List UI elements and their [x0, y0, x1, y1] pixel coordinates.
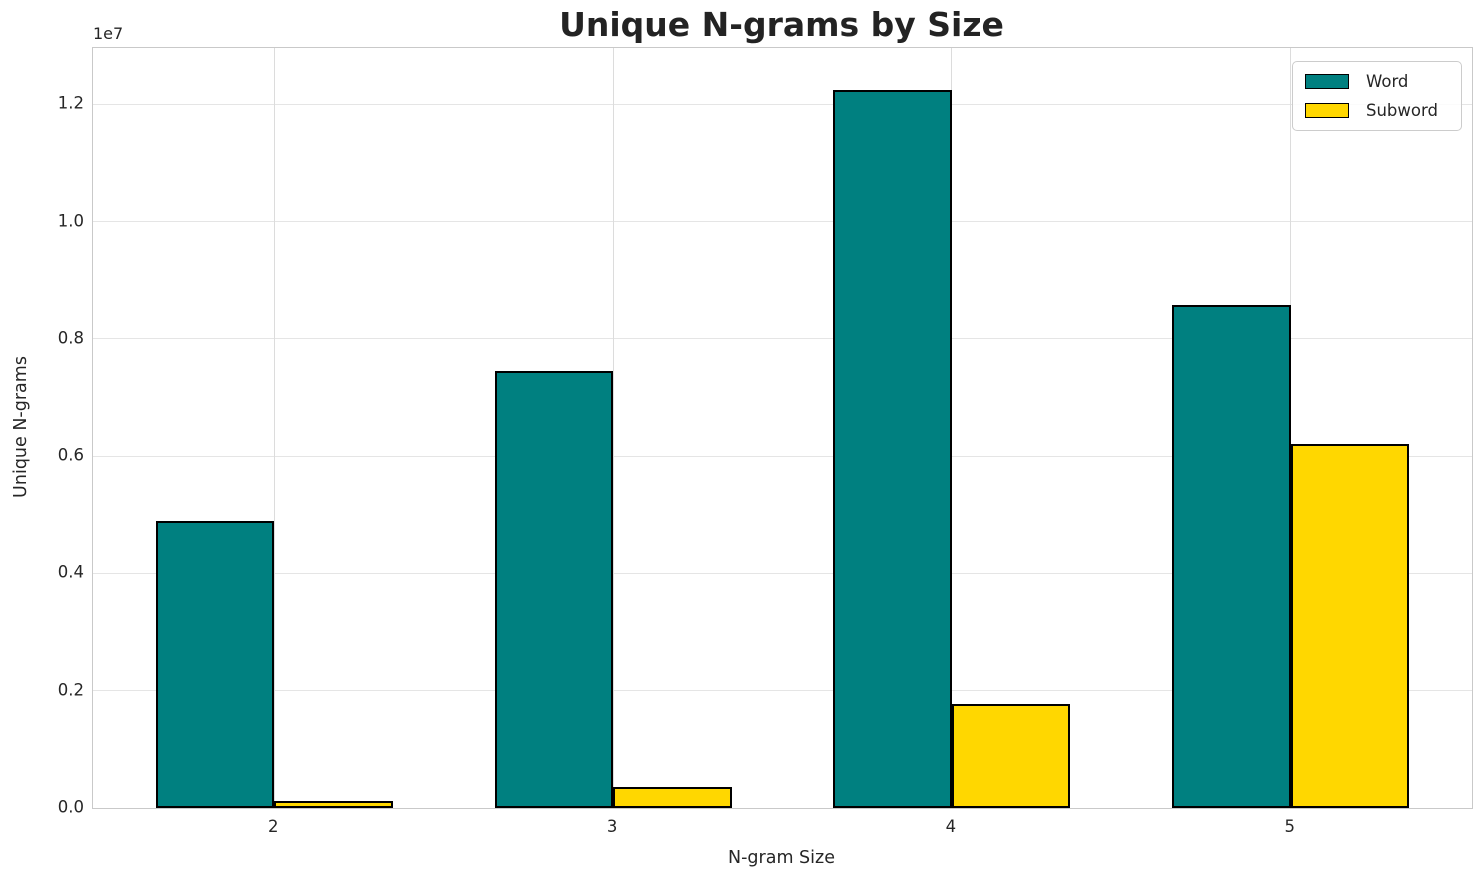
bar-subword-3 [613, 787, 732, 808]
bar-word-3 [494, 371, 614, 808]
legend-item-word: Word [1305, 72, 1449, 91]
gridline-v-3 [612, 48, 614, 808]
y-tick-label-0.2: 0.2 [57, 680, 84, 700]
legend-label-word: Word [1366, 72, 1409, 91]
gridline-h-0.2 [93, 690, 1472, 692]
bar-word-4 [833, 90, 952, 808]
y-axis-label: Unique N-grams [11, 356, 31, 498]
gridline-h-1.2 [93, 103, 1472, 105]
gridline-v-5 [1290, 48, 1292, 808]
gridline-v-4 [951, 48, 953, 808]
y-axis-offset-label: 1e7 [93, 24, 124, 43]
bar-subword-4 [951, 704, 1071, 808]
bar-subword-5 [1290, 444, 1410, 808]
y-tick-label-0.4: 0.4 [57, 562, 84, 582]
y-tick-label-1.0: 1.0 [57, 211, 84, 231]
legend-swatch-word-icon [1305, 74, 1349, 89]
x-tick-label-5: 5 [1284, 817, 1295, 836]
x-tick-label-2: 2 [268, 817, 279, 836]
legend-swatch-subword-icon [1305, 103, 1349, 118]
gridline-h-0.8 [93, 338, 1472, 340]
bar-word-5 [1172, 305, 1291, 808]
x-tick-label-3: 3 [606, 817, 618, 836]
bar-word-2 [155, 521, 275, 808]
y-tick-label-0.0: 0.0 [57, 797, 84, 817]
gridline-h-1.0 [93, 221, 1472, 223]
legend: Word Subword [1292, 61, 1462, 131]
x-tick-label-4: 4 [945, 817, 957, 836]
y-tick-label-1.2: 1.2 [57, 93, 84, 113]
x-axis-label: N-gram Size [728, 848, 835, 868]
gridline-h-0.4 [93, 572, 1472, 574]
legend-item-subword: Subword [1305, 101, 1449, 120]
chart-title: Unique N-grams by Size [559, 5, 1004, 44]
plot-area [92, 47, 1473, 809]
y-tick-label-0.6: 0.6 [57, 445, 84, 465]
legend-label-subword: Subword [1366, 101, 1438, 120]
gridline-v-2 [273, 48, 275, 808]
bar-subword-2 [274, 800, 393, 808]
gridline-h-0.6 [93, 455, 1472, 457]
y-tick-label-0.8: 0.8 [57, 328, 84, 348]
